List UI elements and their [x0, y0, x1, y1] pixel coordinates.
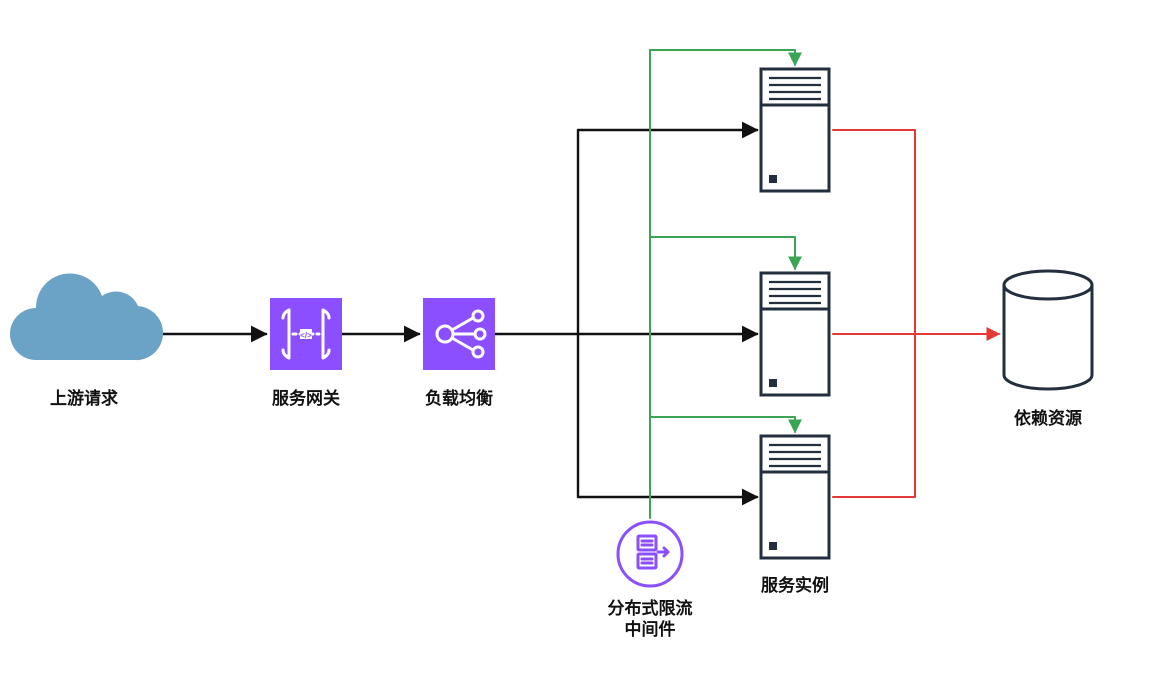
servers-label: 服务实例	[735, 575, 855, 596]
db-label: 依赖资源	[988, 408, 1108, 429]
edges-red	[833, 130, 999, 497]
cloud-label: 上游请求	[24, 388, 144, 409]
edge-mw-to-server3	[650, 417, 795, 432]
database-node	[1004, 271, 1092, 389]
diagram-stage: </>	[0, 0, 1153, 675]
cloud-node	[10, 273, 163, 360]
server3-node	[761, 436, 829, 558]
cloud-icon	[10, 273, 163, 360]
server2-node	[761, 273, 829, 395]
servers-group	[761, 69, 829, 558]
gateway-node: </>	[270, 298, 342, 370]
diagram-canvas: </>	[0, 0, 1153, 675]
loadbalancer-node	[423, 298, 495, 370]
gateway-label: 服务网关	[246, 388, 366, 409]
edge-mw-to-server2	[650, 237, 795, 269]
middleware-label: 分布式限流 中间件	[580, 598, 720, 641]
middleware-node	[618, 522, 682, 586]
server1-node	[761, 69, 829, 191]
svg-text:</>: </>	[300, 331, 312, 340]
edge-trunk-to-server3	[578, 334, 757, 497]
edge-mw-to-server1	[650, 50, 795, 65]
lb-label: 负载均衡	[399, 388, 519, 409]
edge-trunk-to-server1	[578, 130, 757, 334]
